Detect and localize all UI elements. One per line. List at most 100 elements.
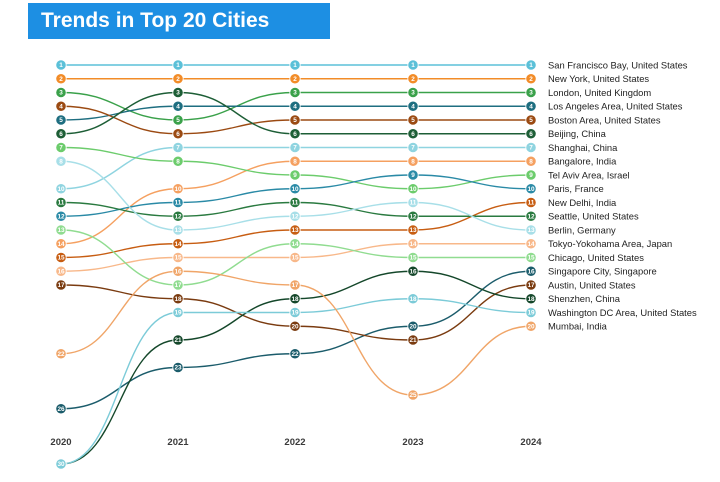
rank-marker: 20 (525, 320, 537, 332)
rank-marker: 18 (525, 293, 537, 305)
rank-value: 3 (59, 90, 63, 97)
rank-dot (289, 73, 301, 85)
rank-marker: 17 (55, 279, 67, 291)
city-label-london-united-kingdom: London, United Kingdom (548, 87, 651, 98)
rank-value: 6 (411, 131, 415, 138)
rank-marker: 11 (172, 196, 184, 209)
city-label-singapore-city-singapore: Singapore City, Singapore (548, 266, 657, 277)
rank-marker: 17 (525, 279, 537, 291)
rank-dot (55, 210, 67, 222)
rank-dot (55, 224, 67, 236)
rank-value: 20 (409, 323, 417, 330)
city-label-shenzhen-china: Shenzhen, China (548, 293, 621, 304)
rank-marker: 2 (407, 73, 419, 85)
rank-marker: 7 (525, 141, 537, 154)
rank-dot (525, 73, 537, 85)
chart-title: Trends in Top 20 Cities (41, 9, 270, 32)
rank-marker: 13 (525, 224, 537, 236)
rank-value: 13 (291, 227, 299, 234)
rank-marker: 5 (55, 114, 67, 126)
rank-marker: 14 (289, 238, 301, 250)
rank-value: 23 (174, 365, 182, 372)
rank-dot (289, 169, 301, 181)
rank-marker: 15 (55, 251, 67, 264)
rank-value: 13 (174, 227, 182, 234)
rank-value: 16 (409, 268, 417, 275)
city-label-tokyo-yokohama-area-japan: Tokyo-Yokohama Area, Japan (548, 238, 672, 249)
rank-marker: 10 (525, 183, 537, 195)
rank-dot (55, 458, 67, 470)
rank-marker: 11 (55, 196, 67, 209)
rank-value: 9 (411, 172, 415, 179)
year-label-2024: 2024 (520, 437, 542, 448)
rank-dot (407, 238, 419, 250)
rank-value: 6 (176, 131, 180, 138)
rank-marker: 1 (289, 59, 301, 71)
rank-value: 1 (293, 62, 297, 69)
rank-dot (525, 279, 537, 291)
rank-value: 17 (57, 282, 65, 289)
rank-dot (289, 293, 301, 305)
rank-dot (172, 59, 184, 71)
rank-value: 5 (529, 117, 533, 124)
rank-marker: 15 (289, 251, 301, 264)
rank-dot (289, 100, 301, 112)
rank-marker: 2 (289, 73, 301, 85)
rank-value: 18 (527, 296, 535, 303)
rank-dot (172, 224, 184, 236)
rank-value: 15 (527, 255, 535, 262)
rank-dot (289, 86, 301, 99)
rank-dot (407, 169, 419, 181)
rank-dot (172, 293, 184, 305)
rank-value: 11 (528, 200, 535, 207)
rank-marker: 8 (289, 155, 301, 167)
rank-value: 5 (293, 117, 297, 124)
rank-value: 6 (59, 131, 63, 138)
rank-marker: 4 (55, 100, 67, 112)
rank-value: 21 (409, 337, 417, 344)
rank-marker: 12 (525, 210, 537, 222)
rank-dot (55, 251, 67, 264)
rank-marker: 20 (407, 320, 419, 332)
rank-dot (407, 100, 419, 112)
rank-marker: 1 (55, 59, 67, 71)
rank-value: 12 (174, 213, 182, 220)
rank-dot (289, 238, 301, 250)
rank-value: 8 (411, 158, 415, 165)
rank-dot (525, 320, 537, 332)
rank-value: 19 (291, 310, 299, 317)
rank-value: 10 (174, 186, 182, 193)
rank-dot (289, 141, 301, 154)
rank-value: 7 (293, 145, 297, 152)
rank-marker: 15 (407, 251, 419, 264)
rank-dot (172, 361, 184, 374)
rank-marker: 30 (55, 458, 67, 470)
rank-marker: 3 (525, 86, 537, 99)
rank-dot (55, 196, 67, 209)
rank-value: 30 (57, 461, 65, 468)
rank-value: 20 (527, 323, 535, 330)
rank-dot (407, 59, 419, 71)
rank-dot (55, 183, 67, 195)
rank-value: 7 (59, 145, 63, 152)
rank-value: 16 (527, 268, 535, 275)
rank-value: 12 (527, 213, 535, 220)
rank-dot (525, 86, 537, 99)
rank-value: 4 (529, 103, 533, 110)
rank-value: 6 (293, 131, 297, 138)
rank-value: 14 (409, 241, 417, 248)
rank-dot (172, 128, 184, 140)
rank-dot (55, 348, 67, 360)
rank-value: 14 (57, 241, 65, 248)
rank-dot (55, 141, 67, 154)
rank-dot (289, 224, 301, 236)
rank-dot (289, 128, 301, 140)
rank-marker: 5 (525, 114, 537, 126)
rank-dot (525, 265, 537, 277)
rank-marker: 23 (172, 361, 184, 374)
rank-value: 7 (411, 145, 415, 152)
rank-marker: 16 (55, 265, 67, 277)
rank-value: 10 (57, 186, 65, 193)
year-label-2021: 2021 (167, 437, 189, 448)
rank-dot (525, 183, 537, 195)
